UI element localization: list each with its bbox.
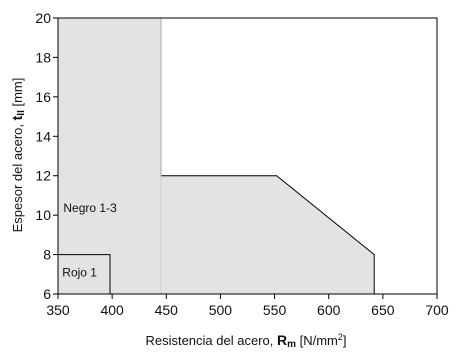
y-axis-label: Espesor del acero, tII [mm] [9, 78, 27, 233]
x-axis-label-unit-prefix: [N/mm [296, 333, 338, 348]
x-tick-label: 700 [425, 302, 449, 318]
x-tick-label: 600 [317, 302, 341, 318]
region-labels-layer: Negro 1-3 Rojo 1 [62, 201, 117, 279]
x-axis-label: Resistencia del acero, Rm [N/mm2] [145, 332, 346, 350]
x-tick-label: 550 [263, 302, 287, 318]
region-negro-1-3 [57, 17, 375, 295]
y-tick-label: 8 [43, 247, 51, 263]
x-tick-label: 450 [155, 302, 179, 318]
x-tick-label: 650 [371, 302, 395, 318]
y-tick-label: 12 [35, 168, 51, 184]
y-axis-label-subscript: II [16, 110, 27, 116]
y-tick-label: 16 [35, 89, 51, 105]
x-tick-label: 500 [209, 302, 233, 318]
y-axis-label-symbol: t [9, 115, 25, 120]
x-axis-label-unit-sup: 2 [338, 332, 343, 342]
regions-layer [57, 17, 375, 295]
x-axis-label-unit-suffix: ] [343, 333, 347, 348]
y-axis-label-unit: [mm] [10, 78, 25, 111]
y-tick-label: 18 [35, 49, 51, 65]
x-axis-label-text: Resistencia del acero, [145, 333, 277, 348]
x-tick-label: 400 [100, 302, 124, 318]
region-label-1: Rojo 1 [62, 265, 97, 279]
y-tick-label: 6 [43, 286, 51, 302]
y-axis-label-text: Espesor del acero, [10, 120, 25, 232]
x-axis-label-symbol: R [277, 332, 287, 348]
x-axis-label-subscript: m [287, 339, 296, 350]
y-tick-label: 20 [35, 10, 51, 26]
plot-frame [57, 17, 438, 295]
ticks-layer: 350 400 450 500 550 600 650 700 6 8 10 12 14 16 18 20 [35, 10, 448, 318]
y-tick-label: 10 [35, 207, 51, 223]
x-tick-label: 350 [46, 302, 70, 318]
region-label-0: Negro 1-3 [63, 201, 117, 215]
y-tick-label: 14 [35, 128, 51, 144]
